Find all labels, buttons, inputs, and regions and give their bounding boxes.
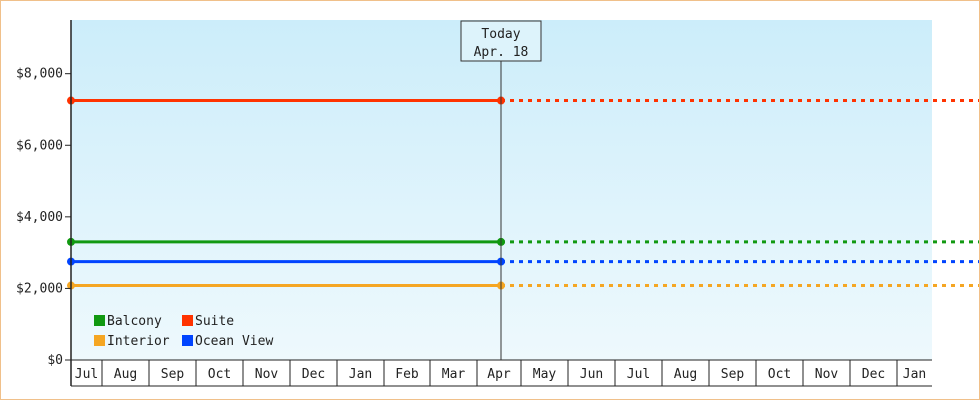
legend-swatch bbox=[182, 335, 193, 346]
month-label: Jan bbox=[903, 367, 926, 382]
y-tick-label: $6,000 bbox=[16, 138, 63, 153]
today-date: Apr. 18 bbox=[474, 45, 529, 60]
legend-swatch bbox=[94, 335, 105, 346]
month-label: Jun bbox=[580, 367, 603, 382]
month-label: Nov bbox=[815, 367, 839, 382]
month-label: Oct bbox=[208, 367, 231, 382]
month-label: Oct bbox=[768, 367, 791, 382]
y-tick-label: $0 bbox=[47, 353, 63, 368]
month-label: Mar bbox=[442, 367, 466, 382]
month-label: Apr bbox=[487, 367, 511, 382]
today-label: Today bbox=[481, 27, 520, 42]
month-label: Sep bbox=[161, 367, 185, 382]
y-tick-label: $4,000 bbox=[16, 210, 63, 225]
legend-label: Suite bbox=[195, 314, 234, 329]
month-label: Feb bbox=[395, 367, 419, 382]
legend-label: Balcony bbox=[107, 314, 162, 329]
month-label: Aug bbox=[114, 367, 137, 382]
today-box bbox=[460, 20, 542, 62]
month-label: Aug bbox=[674, 367, 697, 382]
month-label: Sep bbox=[721, 367, 745, 382]
legend-swatch bbox=[94, 315, 105, 326]
series-layer bbox=[67, 96, 979, 290]
month-label: Jul bbox=[75, 367, 98, 382]
month-label: Nov bbox=[255, 367, 279, 382]
month-label: Jul bbox=[627, 367, 650, 382]
y-tick-label: $8,000 bbox=[16, 67, 63, 82]
y-tick-label: $2,000 bbox=[16, 281, 63, 296]
month-label: Dec bbox=[302, 367, 325, 382]
legend-label: Interior bbox=[107, 334, 170, 349]
today-marker: Today Apr. 18 bbox=[460, 20, 542, 360]
month-label: May bbox=[533, 367, 557, 382]
legend-label: Ocean View bbox=[195, 334, 273, 349]
month-label: Jan bbox=[349, 367, 372, 382]
month-label: Dec bbox=[862, 367, 885, 382]
axis-layer: $0 $2,000 $4,000 $6,000 $8,000 Jul Aug Sep Oct No… bbox=[16, 20, 932, 387]
legend-swatch bbox=[182, 315, 193, 326]
legend: Balcony Suite Interior Ocean View bbox=[94, 314, 273, 349]
